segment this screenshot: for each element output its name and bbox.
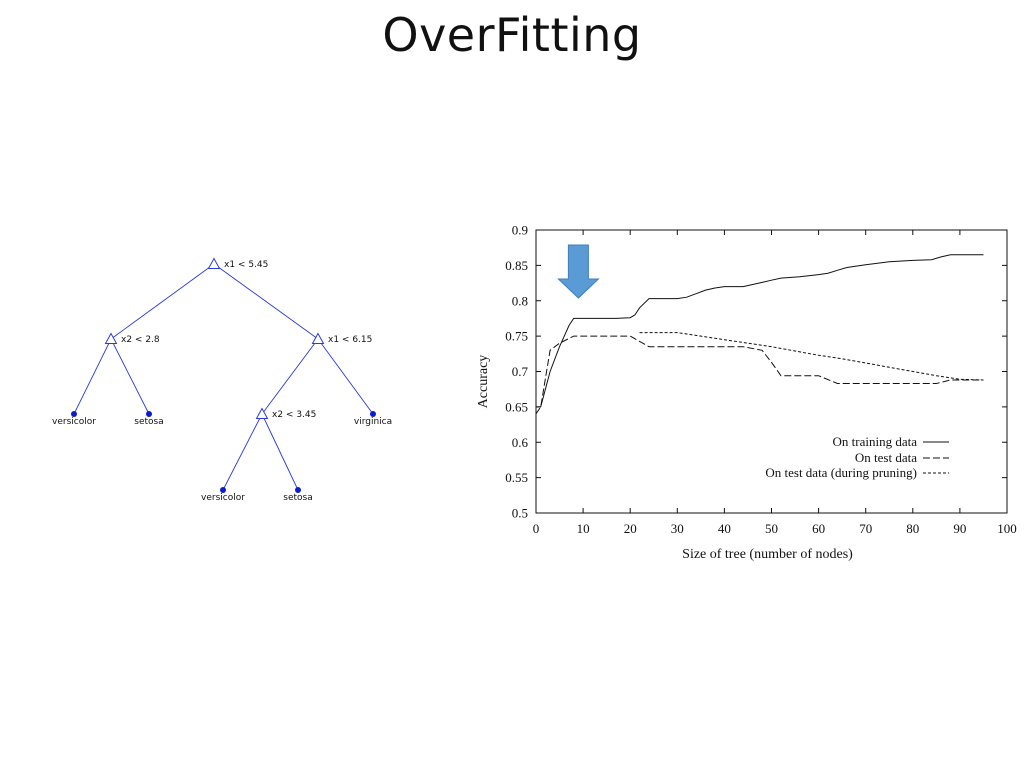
series-line-dashed [535,335,984,415]
split-node-triangle-left [104,332,118,344]
tree-edge-right-to-right-right [317,338,374,415]
x-tick-label: 50 [765,521,778,536]
series-line-solid [536,254,984,408]
y-tick-label: 0.85 [505,258,528,273]
y-tick-label: 0.8 [512,293,528,308]
x-tick-label: 20 [624,521,637,536]
y-tick-label: 0.75 [505,329,528,344]
leaf-node-dot-left-left [71,411,77,417]
x-tick-label: 10 [577,521,590,536]
x-tick-label: 60 [812,521,825,536]
tree-edge-root-to-right [213,263,319,340]
leaf-node-label-left-left: versicolor [52,417,96,427]
y-tick-label: 0.5 [512,506,528,521]
leaf-node-label-rl-left: versicolor [201,493,245,503]
x-tick-label: 40 [718,521,731,536]
x-tick-label: 30 [671,521,684,536]
split-node-triangle-right-left [255,407,269,419]
leaf-node-label-left-right: setosa [134,417,163,427]
x-tick-label: 70 [859,521,872,536]
leaf-node-label-right-right: virginica [354,417,392,427]
tree-edge-root-to-left [110,263,215,340]
leaf-node-dot-rl-left [220,487,226,493]
split-node-label-root: x1 < 5.45 [224,260,268,270]
y-tick-label: 0.55 [505,470,528,485]
down-arrow-icon [557,244,600,299]
x-axis-label: Size of tree (number of nodes) [682,547,853,562]
y-axis-label: Accuracy [476,355,491,409]
x-tick-label: 80 [906,521,919,536]
split-node-triangle-root [207,257,221,269]
tree-edge-right-left-to-rl-left [222,413,263,491]
leaf-node-dot-right-right [370,411,376,417]
tree-edge-left-to-left-left [73,338,112,415]
split-node-label-left: x2 < 2.8 [121,335,160,345]
x-tick-label: 100 [997,521,1017,536]
x-tick-label: 90 [953,521,966,536]
y-tick-label: 0.65 [505,399,528,414]
leaf-node-dot-rl-right [295,487,301,493]
leaf-node-dot-left-right [146,411,152,417]
split-node-triangle-right [311,332,325,344]
slide-title: OverFitting [382,8,642,62]
split-node-label-right: x1 < 6.15 [328,335,372,345]
legend-label: On test data (during pruning) [765,465,917,480]
tree-edge-right-to-right-left [261,338,319,415]
legend-label: On test data [855,450,917,465]
tree-edge-left-to-left-right [110,338,150,415]
tree-edge-right-left-to-rl-right [261,413,299,491]
leaf-node-label-rl-right: setosa [283,493,312,503]
x-tick-label: 0 [533,521,540,536]
y-tick-label: 0.7 [512,364,529,379]
y-tick-label: 0.6 [512,435,529,450]
split-node-label-right-left: x2 < 3.45 [272,410,316,420]
legend-label: On training data [833,434,918,449]
series-line-dotted [639,332,984,381]
y-tick-label: 0.9 [512,223,528,238]
